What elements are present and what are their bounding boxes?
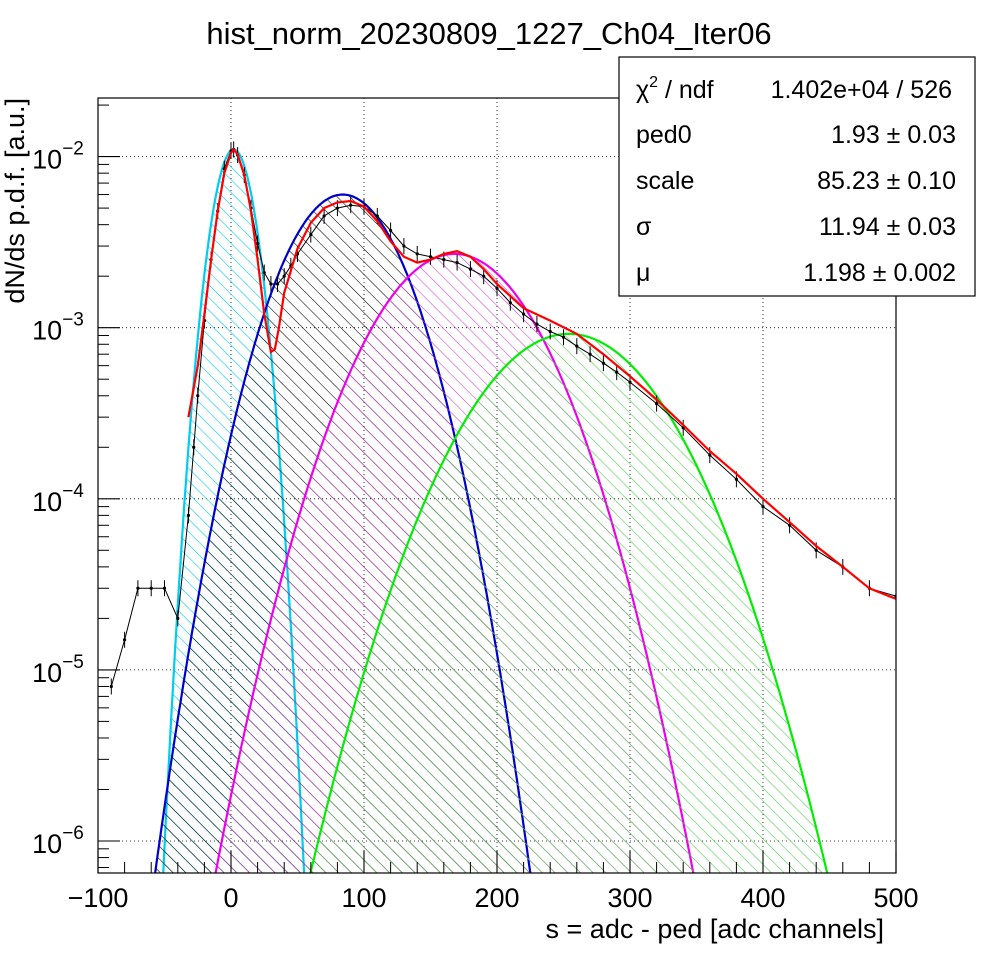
x-tick-label: 200: [474, 883, 519, 913]
stats-chi-sup: 2: [649, 74, 658, 91]
x-axis-label: s = adc - ped [adc channels]: [546, 914, 884, 944]
stats-value-scale: 85.23 ± 0.10: [817, 167, 956, 195]
peak-fills: [151, 148, 835, 873]
y-axis-label: dN/ds p.d.f. [a.u.]: [0, 98, 30, 304]
chart-title: hist_norm_20230809_1227_Ch04_Iter06: [206, 16, 771, 51]
y-tick-label: 10−5: [32, 652, 84, 688]
stats-chi-rest: / ndf: [658, 76, 714, 104]
peak-3-fill: [302, 333, 835, 873]
stats-label-scale: scale: [636, 167, 694, 195]
x-tick-label: 300: [607, 883, 652, 913]
x-axis-ticks: −100 0 100 200 300 400 500: [68, 851, 919, 913]
y-axis-ticks: 10−6 10−5 10−4 10−3 10−2: [32, 104, 120, 868]
stats-chi-symbol: χ: [636, 76, 649, 104]
stats-value-ped0: 1.93 ± 0.03: [831, 121, 956, 149]
fit-series-group: [187, 147, 896, 600]
y-tick-label: 10−2: [32, 139, 84, 175]
stats-box-frame: [618, 56, 976, 297]
stats-chi-label: χ2 / ndf: [636, 74, 714, 104]
y-tick-label: 10−3: [32, 310, 84, 346]
y-tick-label: 10−4: [32, 481, 84, 517]
stats-value-sigma: 11.94 ± 0.03: [819, 213, 956, 241]
total-fit-curve: [187, 147, 896, 600]
peak-3-curve: [309, 332, 829, 873]
x-tick-label: −100: [68, 883, 129, 913]
stats-box: χ2 / ndf 1.402e+04 / 526 ped0 1.93 ± 0.0…: [618, 56, 976, 297]
x-tick-label: 400: [740, 883, 785, 913]
x-tick-label: 100: [341, 883, 386, 913]
stats-label-mu: μ: [636, 259, 650, 287]
x-tick-label: 0: [223, 883, 238, 913]
y-tick-label: 10−6: [32, 823, 84, 859]
stats-label-ped0: ped0: [636, 121, 692, 149]
stats-chi-value: 1.402e+04 / 526: [771, 76, 952, 104]
stats-label-sigma: σ: [636, 213, 652, 241]
x-tick-label: 500: [873, 883, 918, 913]
stats-value-mu: 1.198 ± 0.002: [803, 259, 956, 287]
